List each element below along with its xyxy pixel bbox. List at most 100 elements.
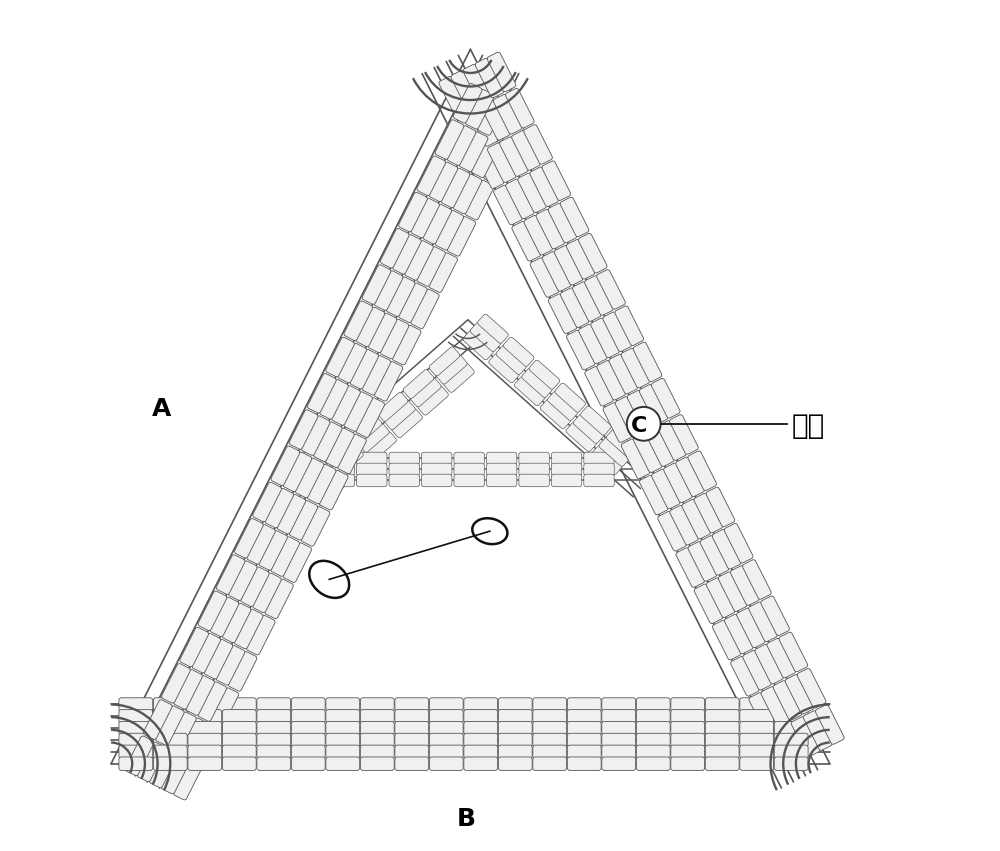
FancyBboxPatch shape	[797, 668, 826, 708]
FancyBboxPatch shape	[761, 687, 790, 726]
FancyBboxPatch shape	[429, 253, 458, 293]
FancyBboxPatch shape	[155, 705, 184, 745]
FancyBboxPatch shape	[447, 216, 476, 256]
FancyBboxPatch shape	[360, 745, 394, 758]
FancyBboxPatch shape	[326, 734, 360, 746]
FancyBboxPatch shape	[326, 698, 360, 711]
FancyBboxPatch shape	[506, 179, 534, 219]
FancyBboxPatch shape	[706, 487, 735, 527]
FancyBboxPatch shape	[192, 633, 221, 673]
FancyBboxPatch shape	[536, 209, 565, 249]
FancyBboxPatch shape	[395, 698, 429, 711]
FancyBboxPatch shape	[257, 698, 291, 711]
FancyBboxPatch shape	[496, 346, 527, 374]
FancyBboxPatch shape	[471, 138, 500, 178]
FancyBboxPatch shape	[463, 330, 494, 360]
FancyBboxPatch shape	[443, 363, 474, 392]
FancyBboxPatch shape	[429, 347, 460, 376]
FancyBboxPatch shape	[464, 698, 498, 711]
FancyBboxPatch shape	[410, 289, 439, 328]
FancyBboxPatch shape	[198, 682, 227, 722]
FancyBboxPatch shape	[350, 350, 379, 389]
FancyBboxPatch shape	[395, 722, 429, 735]
FancyBboxPatch shape	[475, 149, 504, 189]
FancyBboxPatch shape	[240, 567, 269, 607]
FancyBboxPatch shape	[670, 414, 698, 454]
FancyBboxPatch shape	[441, 168, 470, 208]
FancyBboxPatch shape	[740, 745, 774, 758]
FancyBboxPatch shape	[740, 710, 774, 723]
FancyBboxPatch shape	[486, 452, 517, 465]
FancyBboxPatch shape	[533, 722, 567, 735]
FancyBboxPatch shape	[360, 734, 394, 746]
FancyBboxPatch shape	[435, 120, 464, 159]
FancyBboxPatch shape	[621, 348, 650, 388]
FancyBboxPatch shape	[519, 463, 549, 476]
FancyBboxPatch shape	[429, 734, 463, 746]
FancyBboxPatch shape	[591, 318, 619, 357]
FancyBboxPatch shape	[188, 710, 222, 723]
FancyBboxPatch shape	[392, 325, 421, 365]
FancyBboxPatch shape	[774, 698, 808, 711]
FancyBboxPatch shape	[602, 722, 636, 735]
FancyBboxPatch shape	[519, 474, 549, 487]
FancyBboxPatch shape	[338, 343, 367, 383]
FancyBboxPatch shape	[222, 710, 256, 723]
FancyBboxPatch shape	[307, 464, 336, 504]
FancyBboxPatch shape	[548, 294, 577, 334]
FancyBboxPatch shape	[464, 757, 498, 770]
FancyBboxPatch shape	[257, 710, 291, 723]
FancyBboxPatch shape	[749, 693, 778, 733]
FancyBboxPatch shape	[481, 100, 510, 140]
FancyBboxPatch shape	[749, 602, 777, 642]
FancyBboxPatch shape	[518, 173, 547, 213]
FancyBboxPatch shape	[366, 431, 397, 460]
FancyBboxPatch shape	[395, 745, 429, 758]
FancyBboxPatch shape	[137, 742, 166, 782]
FancyBboxPatch shape	[234, 609, 263, 649]
FancyBboxPatch shape	[257, 757, 291, 770]
FancyBboxPatch shape	[652, 469, 680, 509]
Text: B: B	[457, 807, 476, 831]
FancyBboxPatch shape	[464, 710, 498, 723]
FancyBboxPatch shape	[606, 429, 637, 458]
FancyBboxPatch shape	[815, 705, 844, 745]
FancyBboxPatch shape	[633, 433, 662, 472]
FancyBboxPatch shape	[712, 529, 741, 569]
FancyBboxPatch shape	[502, 108, 530, 147]
FancyBboxPatch shape	[524, 124, 552, 164]
FancyBboxPatch shape	[360, 722, 394, 735]
FancyBboxPatch shape	[173, 760, 202, 800]
FancyBboxPatch shape	[740, 734, 774, 746]
FancyBboxPatch shape	[265, 488, 294, 528]
FancyBboxPatch shape	[283, 543, 312, 582]
FancyBboxPatch shape	[314, 477, 345, 506]
FancyBboxPatch shape	[457, 112, 486, 152]
FancyBboxPatch shape	[767, 729, 796, 768]
FancyBboxPatch shape	[740, 757, 774, 770]
FancyBboxPatch shape	[210, 688, 239, 728]
FancyBboxPatch shape	[292, 452, 322, 465]
FancyBboxPatch shape	[597, 360, 626, 400]
FancyBboxPatch shape	[277, 494, 306, 534]
FancyBboxPatch shape	[529, 360, 560, 390]
FancyBboxPatch shape	[705, 757, 739, 770]
FancyBboxPatch shape	[380, 319, 409, 359]
FancyBboxPatch shape	[774, 734, 808, 746]
FancyBboxPatch shape	[700, 535, 729, 575]
FancyBboxPatch shape	[429, 757, 463, 770]
FancyBboxPatch shape	[581, 406, 611, 435]
FancyBboxPatch shape	[671, 745, 705, 758]
FancyBboxPatch shape	[465, 89, 494, 129]
FancyBboxPatch shape	[475, 58, 504, 98]
FancyBboxPatch shape	[326, 757, 360, 770]
FancyBboxPatch shape	[180, 718, 208, 757]
FancyBboxPatch shape	[356, 397, 385, 437]
FancyBboxPatch shape	[380, 228, 409, 268]
FancyBboxPatch shape	[153, 698, 187, 711]
FancyBboxPatch shape	[283, 452, 312, 492]
FancyBboxPatch shape	[174, 670, 202, 709]
FancyBboxPatch shape	[592, 445, 622, 475]
FancyBboxPatch shape	[429, 722, 463, 735]
FancyBboxPatch shape	[615, 397, 644, 437]
